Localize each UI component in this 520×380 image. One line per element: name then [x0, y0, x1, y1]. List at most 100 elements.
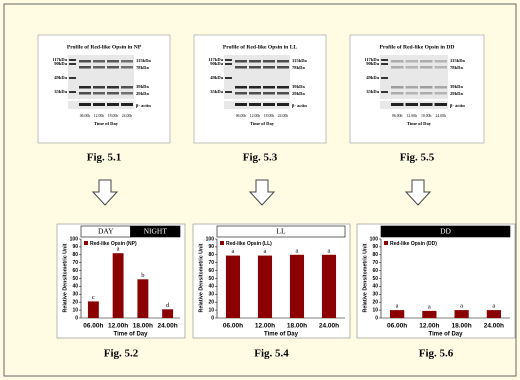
- actin-band: [107, 103, 119, 106]
- blot-band: [79, 86, 91, 89]
- ladder-band: [381, 59, 388, 61]
- actin-band: [249, 103, 261, 106]
- blot-band: [107, 86, 119, 89]
- actin-band: [406, 103, 419, 106]
- actin-band: [277, 103, 289, 106]
- actin-band: [93, 103, 105, 106]
- blot-xlabel: Time of Day: [94, 121, 119, 126]
- time-label: 18.00h: [108, 114, 119, 118]
- significance-letter: b: [141, 272, 144, 279]
- blot-band: [435, 66, 448, 69]
- ladder-band: [225, 59, 232, 61]
- y-tick-label: 0: [211, 315, 214, 321]
- bar: [137, 279, 148, 318]
- blot-band: [277, 92, 289, 95]
- y-tick-label: 50: [372, 276, 378, 282]
- blot-band: [277, 86, 289, 89]
- blot-band: [235, 66, 247, 69]
- y-tick-label: 0: [375, 315, 378, 321]
- actin-band: [420, 103, 433, 106]
- ladder-band: [225, 63, 232, 65]
- right-marker: 78kDa: [450, 65, 463, 70]
- left-marker: 35kDa: [366, 89, 379, 94]
- blot-band: [263, 86, 275, 89]
- blot-band: [263, 92, 275, 95]
- actin-band: [435, 103, 448, 106]
- blot-band: [93, 66, 105, 69]
- y-tick-label: 50: [72, 276, 78, 282]
- left-marker: 35kDa: [54, 89, 67, 94]
- y-tick-label: 90: [72, 244, 78, 250]
- blot-band: [277, 66, 289, 69]
- bar: [113, 253, 124, 318]
- x-tick-label: 24.00h: [484, 323, 504, 330]
- blot-band: [249, 86, 261, 89]
- blot-band: [406, 86, 419, 89]
- time-label: 24.00h: [436, 114, 447, 118]
- y-tick-label: 40: [372, 284, 378, 290]
- time-label: 24.00h: [278, 114, 289, 118]
- y-tick-label: 70: [372, 260, 378, 266]
- blot-band: [435, 86, 448, 89]
- blot-band: [121, 66, 133, 69]
- x-axis-label: Time of Day: [114, 332, 149, 338]
- ladder-band: [69, 77, 76, 79]
- ladder-band: [381, 63, 388, 65]
- blot-band: [93, 92, 105, 95]
- left-marker: 35kDa: [210, 89, 223, 94]
- actin-band: [79, 103, 91, 106]
- ladder-band: [225, 91, 232, 93]
- left-marker: 90kDa: [210, 61, 223, 66]
- y-tick-label: 40: [208, 284, 214, 290]
- ladder-band: [69, 91, 76, 93]
- header-label: DAY: [98, 227, 114, 236]
- blot-band: [79, 60, 91, 63]
- caption: Fig. 5.5: [400, 152, 435, 164]
- significance-letter: a: [264, 248, 267, 255]
- left-marker: 90kDa: [54, 61, 67, 66]
- legend-label: Red-like Opsin (LL): [226, 241, 272, 247]
- right-marker: 78kDa: [292, 65, 305, 70]
- bar: [258, 256, 272, 318]
- caption: Fig. 5.3: [243, 152, 278, 164]
- blot-band: [249, 66, 261, 69]
- y-tick-label: 90: [208, 244, 214, 250]
- right-marker: 39kDa: [450, 84, 463, 89]
- y-tick-label: 30: [372, 292, 378, 298]
- x-tick-label: 12.00h: [108, 323, 128, 330]
- blot-band: [93, 60, 105, 63]
- right-marker: 115kDa: [292, 58, 308, 63]
- bar: [162, 309, 173, 318]
- legend-label: Red-like Opsin (NP): [90, 241, 137, 247]
- blot-band: [121, 60, 133, 63]
- y-tick-label: 20: [72, 300, 78, 306]
- right-marker: β- actin: [292, 103, 307, 108]
- right-marker: 78kDa: [136, 65, 149, 70]
- caption: Fig. 5.2: [104, 348, 139, 360]
- legend-swatch: [384, 241, 388, 245]
- caption: Fig. 5.1: [87, 152, 122, 164]
- y-tick-label: 10: [208, 307, 214, 313]
- significance-letter: a: [232, 248, 235, 255]
- header-label: LL: [276, 227, 286, 236]
- blot-band: [249, 92, 261, 95]
- x-tick-label: 12.00h: [419, 323, 439, 330]
- y-tick-label: 30: [208, 292, 214, 298]
- x-tick-label: 24.00h: [158, 323, 178, 330]
- x-tick-label: 06.00h: [387, 323, 407, 330]
- time-label: 24.00h: [122, 114, 133, 118]
- time-label: 12.00h: [94, 114, 105, 118]
- blot-title: Profile of Red-like Opsin in DD: [380, 44, 455, 50]
- right-marker: β- actin: [136, 103, 151, 108]
- legend-label: Red-like Opsin (DD): [390, 241, 437, 247]
- bar: [390, 310, 404, 318]
- y-tick-label: 60: [72, 268, 78, 274]
- ladder-band: [381, 91, 388, 93]
- blot-band: [107, 66, 119, 69]
- blot-band: [391, 60, 404, 63]
- blot-band: [121, 86, 133, 89]
- actin-band: [235, 103, 247, 106]
- blot-band: [435, 92, 448, 95]
- y-tick-label: 0: [75, 315, 78, 321]
- left-marker: 49kDa: [54, 75, 67, 80]
